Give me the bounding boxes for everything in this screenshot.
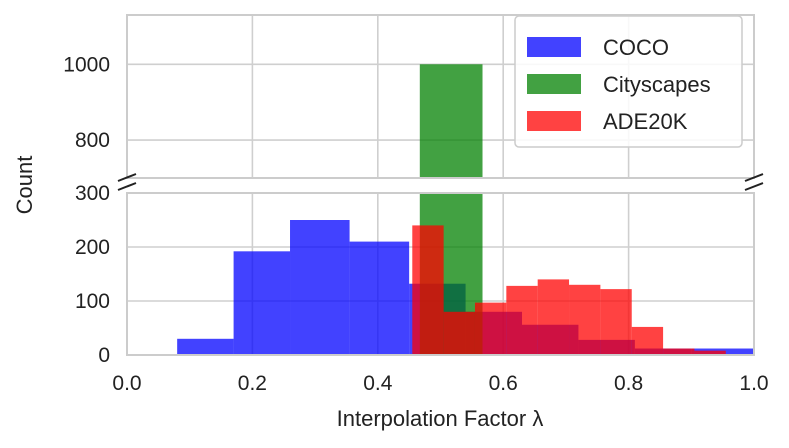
x-tick-label: 0.0 xyxy=(112,372,141,395)
lower-y-tick-label: 300 xyxy=(75,182,110,205)
axis-break-marks xyxy=(117,173,764,191)
ade20k-bar xyxy=(506,285,538,355)
lower-panel-bars xyxy=(177,193,754,355)
ade20k-bar xyxy=(600,289,632,355)
ade20k-bar xyxy=(443,311,475,355)
legend-swatch-cityscapes xyxy=(527,74,581,94)
ade20k-bar xyxy=(569,284,601,355)
x-tick-label: 0.6 xyxy=(489,372,518,395)
upper-y-tick-label: 800 xyxy=(75,129,110,152)
y-axis-label: Count xyxy=(12,156,37,215)
lower-panel-frame xyxy=(126,192,755,356)
legend-swatch-coco xyxy=(527,37,581,57)
legend-label-cityscapes: Cityscapes xyxy=(603,72,711,97)
lower-y-axis-ticks: 0 100 200 300 xyxy=(75,182,110,367)
lower-y-tick-label: 100 xyxy=(75,290,110,313)
upper-y-tick-label: 1000 xyxy=(63,53,110,76)
upper-panel-frame xyxy=(126,14,755,179)
coco-bar xyxy=(233,251,291,355)
ade20k-bar xyxy=(537,279,570,355)
legend-label-coco: COCO xyxy=(603,35,669,60)
x-axis-ticks: 0.0 0.2 0.4 0.6 0.8 1.0 xyxy=(112,372,768,395)
ade20k-bar xyxy=(663,348,695,355)
legend: COCO Cityscapes ADE20K xyxy=(514,15,743,148)
ade20k-bar xyxy=(412,225,444,355)
x-tick-label: 1.0 xyxy=(739,372,768,395)
legend-label-ade20k: ADE20K xyxy=(603,109,688,134)
x-tick-label: 0.8 xyxy=(614,372,643,395)
cityscapes-bar-upper xyxy=(419,64,483,178)
legend-swatch-ade20k xyxy=(527,111,581,131)
ade20k-bar xyxy=(694,350,726,355)
x-tick-label: 0.4 xyxy=(363,372,393,395)
x-axis-label: Interpolation Factor λ xyxy=(337,406,544,431)
lower-y-tick-label: 200 xyxy=(75,236,110,259)
upper-panel-bars xyxy=(419,64,483,178)
upper-y-axis-ticks: 800 1000 xyxy=(63,53,110,152)
ade20k-bar xyxy=(474,302,507,355)
lower-y-tick-label: 0 xyxy=(98,344,110,367)
x-tick-label: 0.2 xyxy=(238,372,267,395)
coco-bar xyxy=(290,220,350,355)
ade20k-bar xyxy=(631,326,664,355)
coco-bar xyxy=(177,338,234,355)
coco-bar xyxy=(349,241,410,355)
